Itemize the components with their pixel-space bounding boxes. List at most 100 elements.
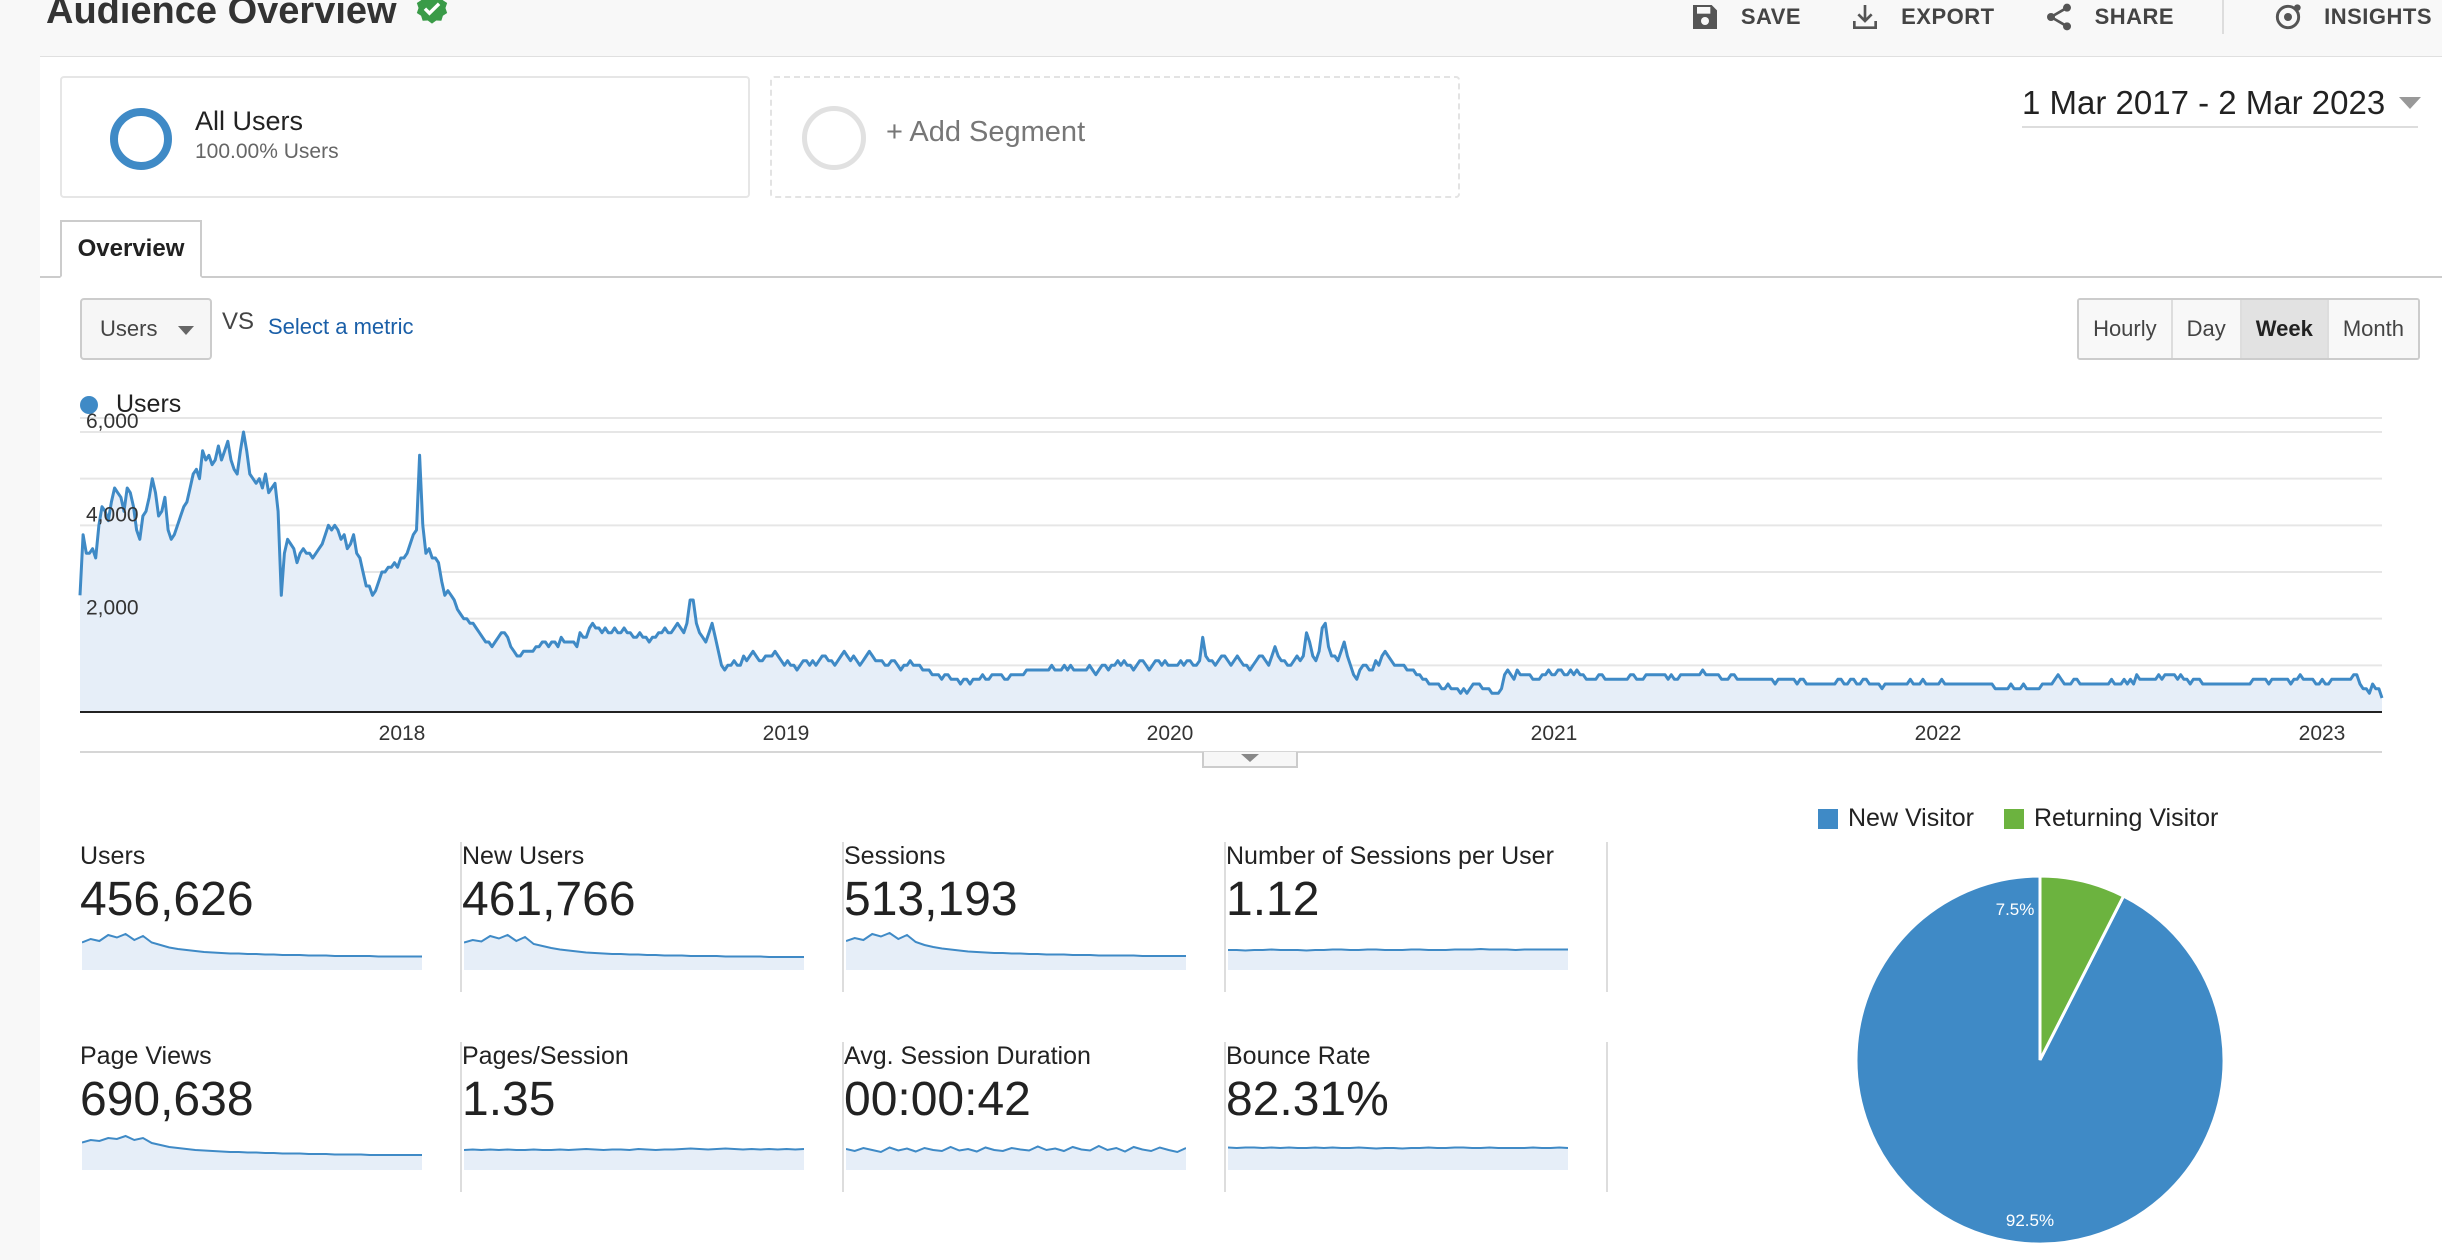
pie-slice-returning-visitor: [2038, 874, 2126, 1061]
date-range-picker[interactable]: 1 Mar 2017 - 2 Mar 2023: [2022, 80, 2422, 128]
metric-dropdown-label: Users: [100, 316, 158, 341]
month-button[interactable]: Month: [2328, 300, 2418, 358]
sparkline-line: [1228, 947, 1568, 952]
insights-button[interactable]: INSIGHTS: [2272, 1, 2432, 33]
metric-value: 82.31%: [1226, 1073, 1389, 1126]
x-tick-label: 2023: [2299, 722, 2346, 745]
metric-sparkline: [82, 1134, 422, 1170]
metric-label: Sessions: [844, 842, 946, 870]
sparkline-area: [1228, 949, 1568, 970]
metric-sparkline: [464, 1147, 804, 1170]
chevron-down-icon: [1241, 754, 1259, 762]
chevron-down-icon: [2399, 97, 2422, 109]
metric-tile[interactable]: Pages/Session 1.35: [462, 1042, 844, 1192]
metric-value: 461,766: [462, 873, 636, 926]
save-label: SAVE: [1740, 4, 1802, 29]
metric-label: Bounce Rate: [1226, 1042, 1371, 1070]
sparkline-area: [464, 935, 804, 970]
x-tick-label: 2022: [1915, 722, 1962, 745]
sparkline-line: [82, 932, 422, 958]
tabs-divider: [40, 276, 2442, 278]
pie-legend: New Visitor Returning Visitor: [1818, 804, 2218, 833]
save-icon: [1692, 5, 1717, 29]
export-icon: [1853, 5, 1878, 29]
tab-overview[interactable]: Overview: [60, 220, 202, 278]
metric-label: New Users: [462, 842, 585, 870]
metric-sparkline: [846, 1144, 1186, 1170]
vs-label: VS: [222, 308, 255, 335]
day-button[interactable]: Day: [2172, 300, 2242, 358]
metric-value: 513,193: [844, 873, 1018, 926]
visitor-pie-chart: 92.5% 7.5%: [1854, 874, 2226, 1246]
metric-label: Pages/Session: [462, 1042, 629, 1070]
pie-legend-returning-label: Returning Visitor: [2033, 804, 2219, 832]
x-tick-label: 2020: [1147, 722, 1194, 745]
metric-label: Avg. Session Duration: [844, 1042, 1091, 1070]
chevron-down-icon: [178, 326, 194, 335]
segment-ring-icon: [110, 108, 172, 170]
header-actions: SAVE EXPORT SHARE INSIGHTS: [1689, 0, 2432, 34]
sparkline-area: [846, 933, 1186, 970]
hourly-button[interactable]: Hourly: [2079, 300, 2173, 358]
metric-tile[interactable]: Bounce Rate 82.31%: [1226, 1042, 1608, 1192]
pie-label-returning-visitor: 7.5%: [1996, 900, 2035, 919]
sparkline-area: [1228, 1147, 1568, 1170]
pie-legend-returning: Returning Visitor: [2003, 804, 2219, 833]
metric-sparkline: [464, 933, 804, 970]
add-segment-ring-icon: [802, 106, 866, 170]
sparkline-area: [82, 934, 422, 970]
returning-visitor-swatch-icon: [2003, 808, 2024, 829]
metric-label: Users: [80, 842, 146, 870]
export-button[interactable]: EXPORT: [1849, 1, 1994, 33]
users-chart: 2,000 4,000 6,000 2018 2019 2020 2021 2022 2023: [78, 410, 2384, 753]
y-tick-label: 2,000: [86, 597, 139, 620]
metric-label: Number of Sessions per User: [1226, 842, 1554, 870]
page-title-text: Audience Overview: [46, 0, 397, 32]
left-rail: [0, 56, 40, 1260]
metric-sparkline: [1228, 947, 1568, 970]
new-visitor-swatch-icon: [1818, 808, 1838, 829]
insights-label: INSIGHTS: [2324, 4, 2432, 29]
metric-sparkline: [82, 932, 422, 970]
chart-collapse-toggle[interactable]: [1202, 752, 1298, 768]
share-button[interactable]: SHARE: [2043, 1, 2175, 33]
legend-dot-icon: [80, 395, 98, 414]
week-button[interactable]: Week: [2241, 300, 2329, 358]
sparkline-area: [464, 1148, 804, 1170]
metric-tile[interactable]: Avg. Session Duration 00:00:42: [844, 1042, 1226, 1192]
tab-overview-label: Overview: [77, 235, 185, 262]
metric-tile[interactable]: New Users 461,766: [462, 842, 844, 992]
segment-percentage: 100.00% Users: [195, 140, 339, 163]
save-button[interactable]: SAVE: [1689, 1, 1801, 33]
metric-tile[interactable]: Page Views 690,638: [80, 1042, 462, 1192]
pie-legend-new: New Visitor: [1818, 804, 1974, 833]
sparkline-line: [464, 1147, 804, 1152]
page-header: [0, 0, 2442, 57]
granularity-toggle: Hourly Day Week Month: [2077, 298, 2420, 360]
select-metric-link[interactable]: Select a metric: [268, 314, 414, 339]
metric-value: 690,638: [80, 1073, 254, 1126]
page-title: Audience Overview: [46, 0, 449, 35]
verified-check-icon: [415, 0, 449, 35]
segment-all-users[interactable]: All Users 100.00% Users: [60, 76, 750, 198]
chart-legend: Users: [80, 390, 181, 419]
legend-users-label: Users: [116, 390, 182, 418]
metric-tile[interactable]: Sessions 513,193: [844, 842, 1226, 992]
pie-label-new-visitor: 92.5%: [2006, 1211, 2054, 1230]
metric-value: 1.35: [462, 1073, 556, 1126]
date-range-label: 1 Mar 2017 - 2 Mar 2023: [2022, 84, 2386, 121]
metric-dropdown[interactable]: Users: [80, 298, 212, 360]
pie-legend-new-label: New Visitor: [1848, 804, 1974, 832]
sparkline-area: [846, 1146, 1186, 1170]
metric-tile[interactable]: Users 456,626: [80, 842, 462, 992]
metric-tile[interactable]: Number of Sessions per User 1.12: [1226, 842, 1608, 992]
sparkline-line: [846, 931, 1186, 957]
x-tick-label: 2018: [379, 722, 426, 745]
metric-label: Page Views: [80, 1042, 212, 1070]
metric-value: 1.12: [1226, 873, 1320, 926]
x-tick-label: 2021: [1531, 722, 1578, 745]
add-segment-button[interactable]: + Add Segment: [770, 76, 1460, 198]
metric-sparkline: [846, 931, 1186, 970]
insights-icon: [2275, 4, 2301, 30]
users-line: [78, 430, 2384, 699]
